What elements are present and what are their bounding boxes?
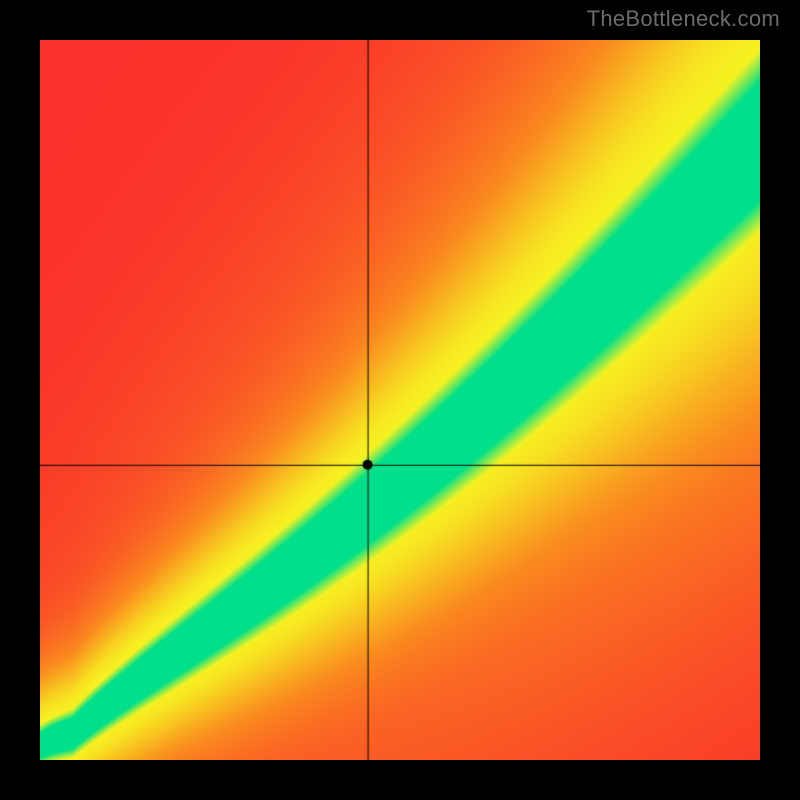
plot-area <box>40 40 760 760</box>
heatmap-canvas <box>40 40 760 760</box>
watermark-text: TheBottleneck.com <box>587 6 780 32</box>
chart-container: TheBottleneck.com <box>0 0 800 800</box>
